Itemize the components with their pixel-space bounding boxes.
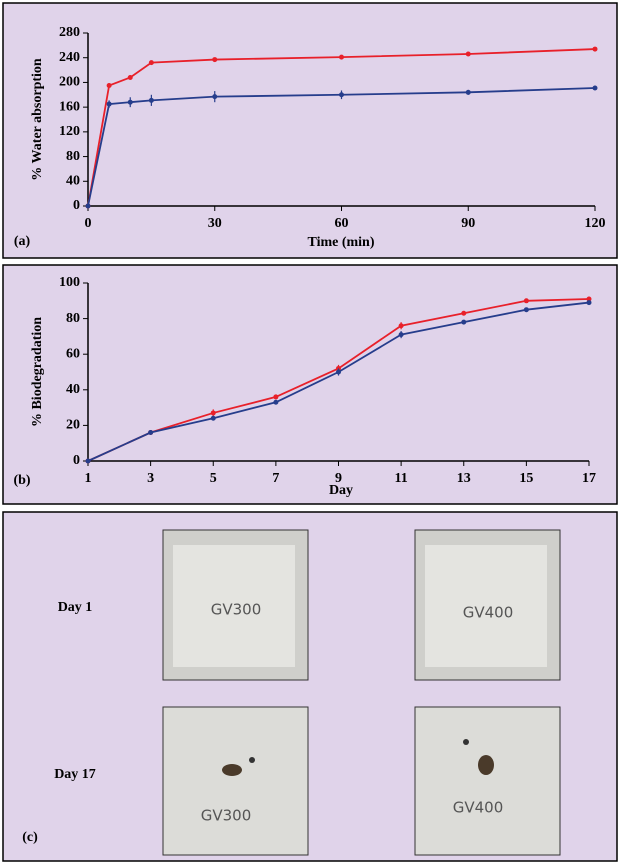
marker [128,75,133,80]
marker [593,85,598,90]
y-tick-label: 240 [59,50,80,65]
y-tick-label: 160 [59,99,80,114]
marker [587,300,592,305]
marker [273,394,278,399]
x-tick-label: 120 [585,216,606,231]
photo [163,707,308,855]
marker [466,90,471,95]
row-label: Day 17 [54,767,96,782]
marker [399,332,404,337]
panel-label: (b) [13,473,30,488]
x-tick-label: 15 [519,471,533,486]
y-axis-label: % Biodegradation [30,317,45,427]
photo-label: GV400 [463,604,514,622]
y-tick-label: 120 [59,124,80,139]
marker [399,323,404,328]
marker [128,100,133,105]
marker [461,320,466,325]
marker [149,98,154,103]
y-tick-label: 200 [59,75,80,90]
y-tick-label: 280 [59,25,80,40]
y-tick-label: 80 [66,311,80,326]
y-tick-label: 0 [73,198,80,213]
marker [336,370,341,375]
y-tick-label: 100 [59,275,80,290]
x-tick-label: 5 [210,471,217,486]
y-tick-label: 0 [73,453,80,468]
photo [415,707,560,855]
x-tick-label: 17 [582,471,596,486]
marker [466,52,471,57]
marker [524,298,529,303]
x-tick-label: 30 [208,216,222,231]
y-axis-label: % Water absorption [30,58,45,181]
x-tick-label: 3 [147,471,154,486]
x-tick-label: 90 [461,216,475,231]
marker [273,400,278,405]
panel-a [3,3,617,258]
y-tick-label: 80 [66,149,80,164]
x-tick-label: 1 [85,471,92,486]
panel-label: (c) [22,830,38,845]
photo-label: GV300 [211,601,262,619]
marker [461,311,466,316]
x-axis-label: Day [329,483,353,498]
x-tick-label: 60 [335,216,349,231]
marker [339,92,344,97]
marker [524,307,529,312]
x-tick-label: 11 [395,471,408,486]
marker [339,55,344,60]
y-tick-label: 40 [66,174,80,189]
x-axis-label: Time (min) [307,235,374,250]
figure: Day 1 Day 17 GV300 GV400 GV300 GV400 (c)… [0,0,621,864]
row-label: Day 1 [58,600,93,615]
marker [148,430,153,435]
marker [86,204,91,209]
marker [107,102,112,107]
marker [107,83,112,88]
y-tick-label: 20 [66,418,80,433]
marker [149,60,154,65]
x-tick-label: 13 [457,471,471,486]
panel-label: (a) [14,234,31,249]
y-tick-label: 60 [66,346,80,361]
marker [212,94,217,99]
marker [211,410,216,415]
photo-label: GV300 [201,807,252,825]
marker [212,57,217,62]
x-tick-label: 0 [85,216,92,231]
x-tick-label: 7 [272,471,279,486]
photo-label: GV400 [453,799,504,817]
marker [86,459,91,464]
marker [211,416,216,421]
figure-svg: Day 1 Day 17 GV300 GV400 GV300 GV400 (c)… [0,0,621,864]
y-tick-label: 40 [66,382,80,397]
marker [593,47,598,52]
